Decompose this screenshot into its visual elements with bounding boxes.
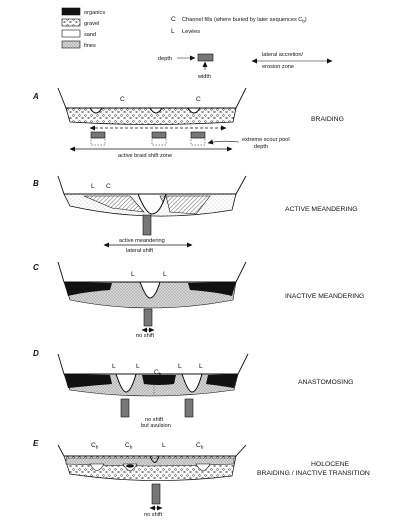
scour-pool-d-2 [184,398,194,418]
channel-label-d-5: L [199,363,203,370]
width-label: width [197,74,211,80]
channel-label-e-1: Cb [91,442,99,451]
channel-label-c-l2: L [163,271,167,278]
scour-pool-1 [90,131,106,139]
valley-wall-b [57,175,247,195]
channel-label-a-2: C [196,96,201,103]
annotation-a-depth: depth [254,144,268,150]
scour-pool-c [143,308,153,327]
valley-wall-a [57,87,247,109]
panel-title-c: INACTIVE MEANDERING [285,293,364,300]
depth-label: depth [158,56,172,62]
channel-label-e-4: Cb [196,442,204,451]
legend-swatch-sand [61,29,81,38]
channel-label-b-l: L [91,183,95,190]
valley-wall-e [57,444,247,457]
panel-letter-a: A [32,92,39,101]
channel-label-c-l1: L [131,271,135,278]
panel-title-a: BRAIDING [311,116,344,123]
panel-b: B ACTIVE MEANDERING L C active meanderin… [33,175,358,254]
legend-label-fines: fines [84,43,96,49]
panel-c: C INACTIVE MEANDERING L L no shift [33,261,364,339]
organics-right-d [206,374,238,388]
buried-channel-e-3 [195,463,211,471]
key-text-c: Channel fills (where buried by later seq… [182,17,307,24]
channel-label-d-2: L [136,363,140,370]
legend-label-organics: organics [84,10,105,16]
legend: organics gravel sand fines C Channel fil… [61,7,333,80]
legend-label-sand: sand [84,32,96,38]
organics-right-c [188,282,236,296]
legend-swatch-gravel [61,18,81,27]
valley-wall-d [57,353,249,375]
organics-mid-d [142,375,176,385]
annotation-c-no-shift: no shift [136,333,154,339]
scour-pool-d-1 [120,398,130,418]
scour-pool-depth-3 [190,137,206,146]
channel-surface-b [64,193,236,215]
legend-label-gravel: gravel [84,21,99,27]
point-bar-b-2-front [165,195,211,215]
annotation-b-active: active meandering [119,238,165,244]
key-symbol-c: C [171,16,176,23]
annotation-e-no-shift: no shift [144,512,162,518]
scour-pool-pointer [207,139,240,145]
legend-swatch-fines [61,40,81,49]
annotation-a-scour-pool: extreme scour pool [242,137,290,143]
panel-letter-e: E [33,439,39,448]
panel-title-e-1: HOLOCENE [311,461,350,468]
buried-organics-e [126,464,134,468]
panel-title-e-2: BRAIDING / INACTIVE TRANSITION [257,470,370,477]
channel-label-d-3: Cb [154,369,162,378]
key-text-l: Levées [182,29,200,35]
channel-label-a-1: C [120,96,125,103]
channel-label-e-3: L [162,442,166,449]
panel-letter-c: C [33,263,39,272]
annotation-d-no-shift: no shift [145,417,163,423]
organics-left-d [64,374,112,388]
annotation-d-avulsion: but avulsion [141,423,171,429]
channel-label-d-4: L [178,363,182,370]
scour-pool-e [151,483,161,505]
annotation-b-lateral: lateral shift [126,248,153,254]
point-bar-b-1-front [83,195,145,213]
scour-pool-depth-1 [90,137,106,146]
lateral-label-2: erosion zone [262,64,294,70]
channel-surface-a [66,107,236,114]
channel-surface-c [64,281,236,299]
channel-label-d-1: L [112,363,116,370]
channel-label-b-c: C [106,183,111,190]
key-symbol-l: L [171,28,175,35]
channel-surface-e [64,455,236,463]
panel-d: D ANASTOMOSING L L Cb L L no shift but a… [33,349,353,429]
legend-swatch-organics [61,7,81,16]
scour-pool-2 [151,131,167,139]
buried-channel-e-1 [89,463,105,471]
panel-e: E HOLOCENE BRAIDING / INACTIVE TRANSITIO… [33,439,370,518]
panel-letter-b: B [33,179,39,188]
valley-wall-c [57,261,247,283]
fines-cap-e [65,457,235,467]
channel-surface-d [64,373,238,393]
panel-letter-d: D [33,349,39,358]
scour-pool-3 [190,131,206,139]
panel-title-d: ANASTOMOSING [298,379,353,386]
channel-label-e-2: Cb [125,442,133,451]
panel-title-b: ACTIVE MEANDERING [285,206,358,213]
scour-pool-b [142,214,152,236]
annotation-a-shift-zone: active braid shift zone [118,153,172,159]
depth-width-swatch [197,53,214,62]
panel-a: A BRAIDING C C extreme scour pool depth … [32,87,344,159]
lateral-label-1: lateral accretion/ [262,52,303,58]
organics-left-c [64,282,112,296]
scour-pool-depth-2 [151,137,167,146]
